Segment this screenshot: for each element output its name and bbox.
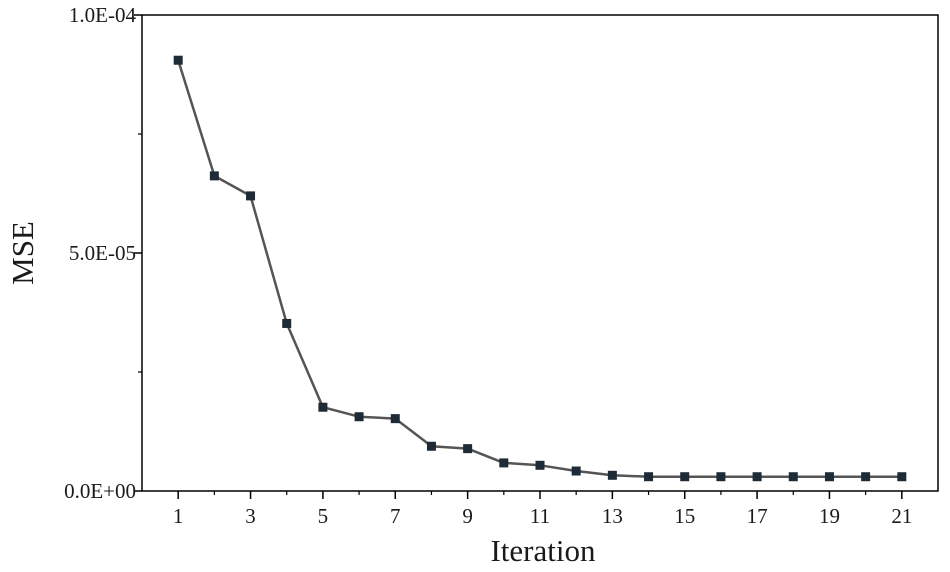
x-tick-label: 19 — [819, 504, 840, 528]
data-point-marker — [607, 470, 617, 480]
series — [173, 55, 907, 482]
x-tick-label: 9 — [462, 504, 473, 528]
data-point-marker — [535, 460, 545, 470]
series-line — [177, 59, 902, 478]
y-axis-title: MSE — [5, 221, 40, 285]
data-point-marker — [173, 55, 183, 65]
x-tick-label: 5 — [318, 504, 329, 528]
plot-frame — [141, 14, 939, 492]
data-point-marker — [209, 171, 219, 181]
x-tick-label: 17 — [747, 504, 768, 528]
data-point-marker — [752, 472, 762, 482]
data-point-marker — [390, 414, 400, 424]
data-point-marker — [246, 191, 256, 201]
data-point-marker — [644, 472, 654, 482]
x-axis-title: Iteration — [490, 533, 596, 567]
data-point-marker — [282, 318, 292, 328]
x-tick-label: 13 — [602, 504, 623, 528]
x-tick-label: 1 — [173, 504, 184, 528]
data-point-marker — [354, 412, 364, 422]
x-tick-label: 7 — [390, 504, 401, 528]
x-tick-label: 3 — [245, 504, 256, 528]
x-tick-label: 21 — [891, 504, 912, 528]
axes: 1 3 5 7 9 11 13 15 17 19 210.0E+005.0E-051.0E-04 — [64, 3, 939, 528]
data-point-marker — [861, 472, 871, 482]
data-point-marker — [824, 472, 834, 482]
data-point-marker — [499, 458, 509, 468]
y-tick-label: 1.0E-04 — [69, 3, 137, 27]
y-tick-label: 5.0E-05 — [69, 241, 136, 265]
data-point-marker — [463, 444, 473, 454]
data-point-marker — [318, 402, 328, 412]
data-point-marker — [571, 466, 581, 476]
data-point-marker — [897, 472, 907, 482]
x-tick-label: 15 — [674, 504, 695, 528]
data-point-marker — [680, 472, 690, 482]
y-tick-label: 0.0E+00 — [64, 479, 136, 503]
data-point-marker — [788, 472, 798, 482]
x-tick-label: 11 — [530, 504, 550, 528]
data-point-marker — [716, 472, 726, 482]
data-point-marker — [426, 441, 436, 451]
